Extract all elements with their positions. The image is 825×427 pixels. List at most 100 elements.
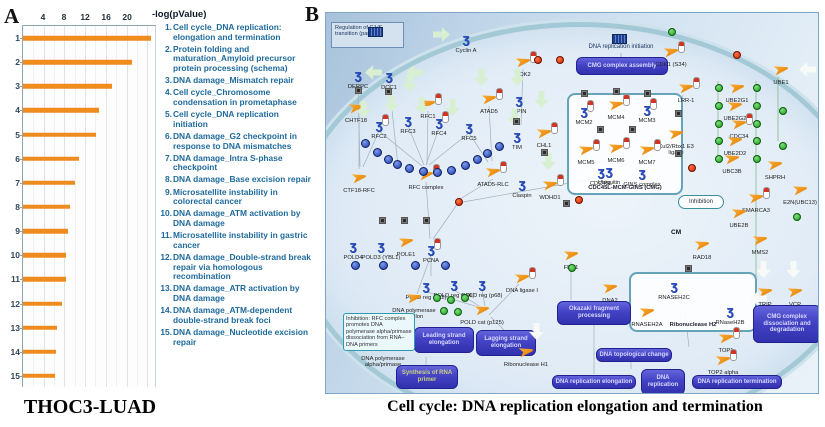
node-label: CHL1 [536, 143, 552, 149]
node-rnaseh2b[interactable]: ʒ RNaseH2B [706, 302, 754, 326]
node-mcm5[interactable]: MCM5 [562, 139, 610, 166]
process-box[interactable]: Okazaki fragment processing [557, 301, 631, 325]
process-box[interactable]: Leading strand elongation [414, 327, 474, 353]
node-pcna[interactable]: ʒ PCNA [407, 238, 455, 264]
node-wdhd1[interactable]: WDHD1 [526, 174, 574, 201]
complex-subunit-icon [473, 155, 482, 164]
pathway-item: 7. DNA damage_Intra S-phase checkpoint [157, 153, 316, 173]
node-label: POLD reg (p12) [405, 295, 447, 301]
node-pold3-ybl1-[interactable]: ʒ POLD3 (YBL1) [357, 237, 405, 261]
node-mcm3[interactable]: ʒ MCM3 [623, 98, 671, 124]
node-chl1[interactable]: CHL1 [520, 122, 568, 149]
node-ubc3b[interactable]: UBC3B [708, 151, 756, 175]
linked-map-box[interactable]: Regulation of G1/S transition (part 2) [331, 22, 404, 48]
node-ribonuclease-h1[interactable]: Ribonuclease H1 [502, 344, 550, 368]
bar-chart: 4 8 12 16 20 1 2 3 4 5 6 7 8 9 10 11 12 13 14 15 [6, 12, 156, 387]
node-tipin[interactable]: ʒ TIPIN [495, 91, 543, 115]
node-rfc3[interactable]: ʒ RFC3 [384, 111, 432, 135]
process-box[interactable]: CMG complex assembly [576, 57, 668, 75]
node-ube1[interactable]: UBE1 [757, 62, 805, 86]
protein-arrow-icon [758, 286, 772, 297]
node-rad18[interactable]: RAD18 [678, 237, 726, 261]
node-rfc2[interactable]: ʒ RFC2 [355, 114, 403, 140]
node-ube2g2[interactable]: UBE2G2 [711, 98, 759, 122]
process-box[interactable]: DNA topological change [596, 348, 672, 362]
gridline [126, 26, 128, 387]
node-dna-ligase-i[interactable]: DNA ligase I [498, 267, 546, 294]
node-cdk1-s34-[interactable]: CDK1 (S34) [647, 41, 695, 68]
process-box[interactable]: DNA replication elongation [552, 375, 636, 389]
node-cdc45l[interactable]: ʒ CDC45L [577, 163, 625, 187]
protein-arrow-icon [482, 88, 503, 104]
gridline [136, 26, 138, 387]
process-box[interactable]: Lagging strand elongation [476, 330, 536, 356]
node-ube2b[interactable]: UBE2B [715, 205, 763, 229]
node-pold-cat-p125-[interactable]: POLD cat (p125) [458, 302, 506, 326]
axis-tick [20, 134, 23, 136]
phospho-badge-icon [623, 94, 630, 106]
node-ube2g1[interactable]: UBE2G1 [713, 80, 761, 104]
node-rfc5[interactable]: ʒ RFC5 [445, 118, 493, 142]
node-vcp[interactable]: VCP [771, 284, 819, 308]
node-mcm7[interactable]: MCM7 [623, 139, 671, 166]
protein-arrow-icon [728, 135, 742, 146]
node-pold4[interactable]: ʒ POLD4 [329, 237, 377, 261]
node-mcm4[interactable]: MCM4 [592, 94, 640, 121]
node-label: MCM4 [607, 115, 625, 121]
node-top2-alpha[interactable]: TOP2 alpha [699, 349, 747, 376]
node-atad5[interactable]: ATAD5 [465, 88, 513, 115]
node-e2n-ubc13-[interactable]: E2N(UBC13) [776, 182, 818, 206]
node-pold-reg-p12-[interactable]: ʒ POLD reg (p12) [402, 277, 450, 301]
process-box[interactable]: CMG complex dissociation and degradation [753, 305, 818, 343]
node-cyclin-a[interactable]: ʒ Cyclin A [442, 30, 490, 54]
node-label: POLE1 [396, 252, 416, 258]
node-atad5-rlc[interactable]: ATAD5-RLC [469, 161, 517, 188]
node-lrr-1[interactable]: LRR-1 [662, 77, 710, 104]
node-dna2[interactable]: DNA2 [586, 280, 634, 304]
node-label: POLD reg (p50) [433, 293, 475, 299]
node-label: RFC1 [420, 114, 436, 120]
node-mms2[interactable]: MMS2 [736, 232, 784, 256]
bar-category-label: 11 [11, 274, 20, 285]
pathway-item-number: 3. [165, 75, 172, 86]
linked-map-label[interactable]: DNA replication initiation [588, 44, 654, 50]
orange-arrow-shape [694, 238, 710, 252]
node-mcm2[interactable]: ʒ MCM2 [560, 100, 608, 126]
node-pole1[interactable]: POLE1 [382, 234, 430, 258]
binding-square-icon [401, 217, 408, 224]
bar [23, 228, 68, 234]
node-smarca3[interactable]: SMARCA3 [732, 187, 780, 214]
node-ubiquitin[interactable]: ʒ Ubiquitin [585, 162, 633, 186]
node-trip[interactable]: TRIP [741, 284, 789, 308]
protein-arrow-icon [679, 77, 700, 93]
activation-dot-icon [440, 307, 448, 315]
node-ube2d2[interactable]: UBE2D2 [711, 133, 759, 157]
node-rnaseh2c[interactable]: ʒ RNASEH2C [650, 277, 698, 301]
node-chtf18[interactable]: CHTF18 [332, 100, 380, 124]
pathway-item-number: 2. [165, 43, 172, 54]
node-ctf18-rfc[interactable]: CTF18-RFC [335, 170, 383, 194]
node-pold-reg-p50-[interactable]: ʒ POLD reg (p50) [430, 275, 478, 299]
protein-arrow-icon [640, 306, 654, 317]
node-gins-complex[interactable]: ʒ GINS complex [618, 164, 666, 188]
node-claspin[interactable]: ʒ Claspin [498, 175, 546, 199]
node-tim[interactable]: ʒ TIM [493, 127, 541, 151]
protein-arrow-icon [716, 349, 737, 365]
process-box[interactable]: DNA replication termination [692, 375, 782, 389]
node-rnaseh2a[interactable]: RNASEH2A [623, 304, 671, 328]
process-box[interactable]: Synthesis of RNA primer [396, 365, 458, 389]
node-top1[interactable]: TOP1 [702, 327, 750, 354]
node-mcm6[interactable]: MCM6 [592, 137, 640, 164]
node-rfc1[interactable]: RFC1 [404, 93, 452, 120]
node-cdc34[interactable]: CDC34 [715, 113, 763, 140]
bar [23, 301, 62, 306]
protein-arrow-icon [519, 346, 533, 357]
node-shprh[interactable]: SHPRH [751, 157, 799, 181]
axis-tick [20, 206, 23, 208]
x-tick-label: 4 [40, 12, 46, 22]
node-rfc4[interactable]: ʒ RFC4 [415, 111, 463, 137]
node-pold-reg-p68-[interactable]: ʒ POLD reg (p68) [458, 275, 506, 299]
process-box[interactable]: DNA replication [641, 369, 685, 393]
protein-ribbon-icon: ʒ [462, 31, 470, 46]
node-dna-polymerase-alpha-primase[interactable]: DNA polymerase alpha/primase [359, 338, 407, 368]
